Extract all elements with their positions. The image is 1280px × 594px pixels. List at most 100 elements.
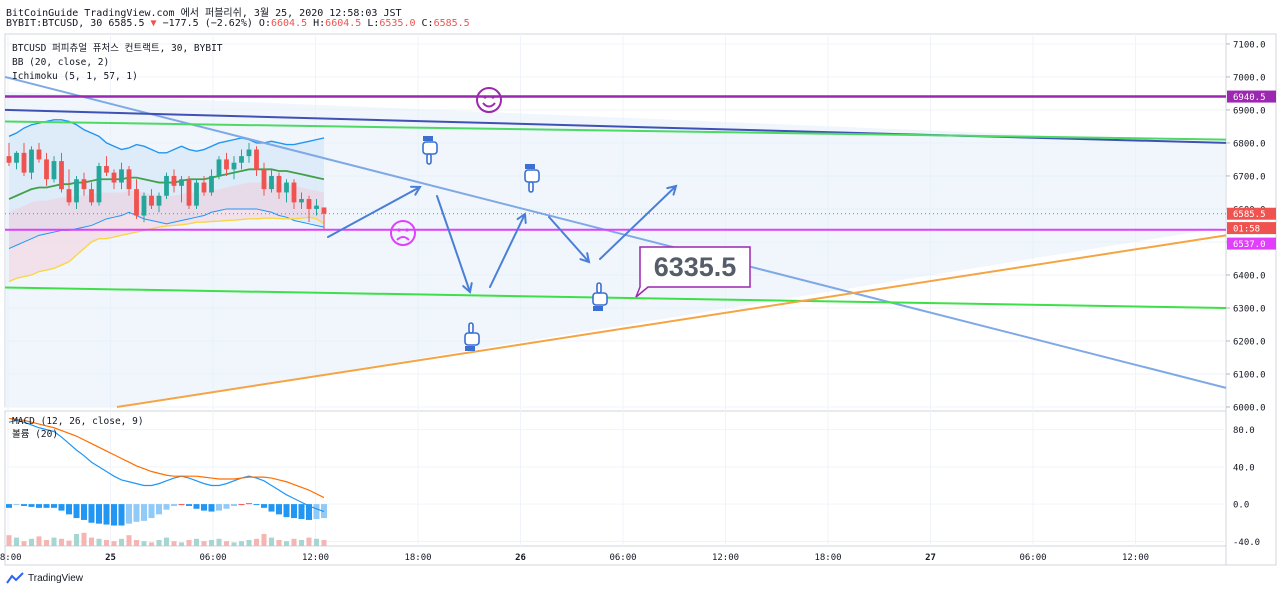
candle-body xyxy=(239,156,244,163)
volume-bar xyxy=(276,540,282,546)
macd-histogram-bar xyxy=(103,504,110,525)
bollinger-upper-line xyxy=(8,119,325,154)
candle-body xyxy=(194,182,199,206)
open-value: 6604.5 xyxy=(270,18,308,29)
hand-finger xyxy=(596,282,602,294)
hand-cuff xyxy=(525,164,535,169)
pointing-up-hand-icon[interactable] xyxy=(592,282,608,311)
projection-arrow[interactable] xyxy=(599,185,677,260)
volume-bar xyxy=(134,540,139,546)
arrow-head xyxy=(516,212,527,224)
volume-bar xyxy=(246,540,252,546)
legend-main-series[interactable]: BTCUSD 퍼피츄얼 퓨처스 컨트랙트, 30, BYBIT xyxy=(12,42,223,54)
volume-bar xyxy=(224,541,229,546)
macd-histogram-bar xyxy=(28,504,35,507)
candle-body xyxy=(306,199,312,209)
volume-bar xyxy=(299,540,304,546)
volume-bar xyxy=(111,541,117,546)
candle-body xyxy=(299,199,304,203)
high-label: H: xyxy=(313,18,326,29)
volume-bar xyxy=(126,535,132,546)
macd-histogram-bar xyxy=(163,504,170,510)
volume-bar xyxy=(74,534,79,546)
legend-volume[interactable]: 볼륨 (20) xyxy=(12,429,58,440)
low-value: 6535.0 xyxy=(379,18,416,29)
pointing-down-hand-icon[interactable] xyxy=(422,136,438,165)
volume-bar xyxy=(89,537,94,546)
projection-arrow[interactable] xyxy=(436,195,471,293)
candle-body xyxy=(321,207,327,214)
green-support-line[interactable] xyxy=(4,286,1227,309)
signal-line xyxy=(8,417,325,499)
descending-trendline-light[interactable] xyxy=(4,75,1227,389)
brand-name: TradingView xyxy=(28,572,84,584)
candle-body xyxy=(261,169,267,190)
candle-body xyxy=(284,182,289,193)
macd-histogram-bar xyxy=(238,504,245,506)
candle-body xyxy=(156,195,162,206)
legend-bollinger[interactable]: BB (20, close, 2) xyxy=(12,57,109,68)
macd-histogram-bar xyxy=(43,504,50,508)
price-axis-panel xyxy=(1225,33,1277,566)
hand-palm xyxy=(524,169,540,183)
green-resistance-line[interactable] xyxy=(4,120,1227,141)
volume-bar xyxy=(66,540,72,546)
candle-body xyxy=(254,149,259,170)
volume-bar xyxy=(21,541,27,546)
macd-histogram-bar xyxy=(298,504,305,519)
candle-body xyxy=(149,195,154,206)
macd-histogram-bar xyxy=(171,504,177,506)
last-price: 6585.5 xyxy=(108,18,145,29)
projection-arrow[interactable] xyxy=(489,213,526,288)
time-tick-label: 18:00 xyxy=(0,553,22,563)
legend-macd[interactable]: MACD (12, 26, close, 9) xyxy=(12,416,144,427)
level-6940-label: 6940.5 xyxy=(1233,93,1266,103)
pointing-up-hand-icon[interactable] xyxy=(464,322,480,351)
macd-histogram-bar xyxy=(96,504,102,524)
countdown-label: 01:58 xyxy=(1233,225,1260,235)
volume-bar xyxy=(156,540,162,546)
volume-bar xyxy=(141,541,147,546)
macd-histogram-bar xyxy=(216,504,222,511)
face-outline xyxy=(390,220,416,246)
volume-bar xyxy=(231,542,237,546)
candle-body xyxy=(21,152,27,173)
symbol-label[interactable]: BYBIT:BTCUSD, 30 xyxy=(6,18,103,29)
macd-histogram-bar xyxy=(201,504,207,511)
pointing-down-hand-icon[interactable] xyxy=(524,164,540,193)
candle-body xyxy=(81,179,87,190)
volume-bar xyxy=(36,536,42,546)
projection-arrow[interactable] xyxy=(548,216,590,263)
ichimoku-lead-line xyxy=(8,216,325,283)
smiley-face-icon xyxy=(476,87,502,113)
volume-bar xyxy=(81,532,87,546)
macd-histogram-bar xyxy=(111,504,117,526)
arrow-head xyxy=(462,282,473,294)
candle-body xyxy=(36,149,42,160)
orange-ascending-line[interactable] xyxy=(116,234,1227,408)
candle-body xyxy=(276,175,282,193)
macd-histogram-bar xyxy=(21,504,27,506)
projection-arrow[interactable] xyxy=(327,186,421,238)
face-eye xyxy=(491,95,495,99)
price-tick-label: 6300.0 xyxy=(1233,304,1266,314)
macd-histogram-bar xyxy=(231,504,237,506)
candle-body xyxy=(231,162,237,170)
price-tick-label: 7000.0 xyxy=(1233,73,1266,83)
legend-ichimoku[interactable]: Ichimoku (5, 1, 57, 1) xyxy=(12,71,138,82)
face-eye xyxy=(483,95,487,99)
volume-bar xyxy=(201,541,207,546)
candle-body xyxy=(186,179,192,206)
price-callout[interactable]: 6335.5 xyxy=(635,246,751,298)
time-tick-label: 18:00 xyxy=(404,553,431,563)
candle-body xyxy=(141,195,147,216)
macd-histogram-bar xyxy=(6,504,12,508)
volume-bar xyxy=(14,537,19,546)
volume-bar xyxy=(96,538,102,546)
volume-bar xyxy=(59,538,64,546)
down-triangle-icon: ▼ xyxy=(150,18,157,29)
macd-histogram-bar xyxy=(66,504,72,515)
macd-histogram-bar xyxy=(313,504,320,519)
macd-pane[interactable] xyxy=(4,410,1227,547)
